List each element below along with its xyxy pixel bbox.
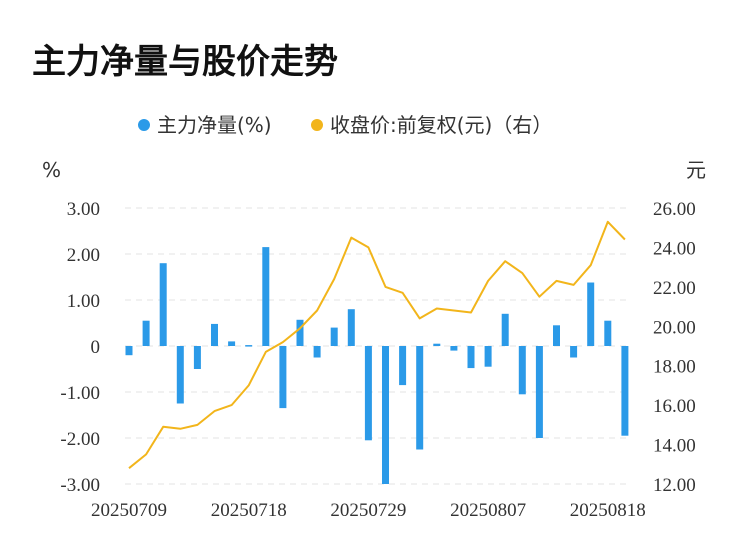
chart-title: 主力净量与股价走势 <box>32 42 338 82</box>
x-tick-label: 20250818 <box>570 500 646 521</box>
left-tick-label: 1.00 <box>67 291 100 312</box>
net-volume-bar <box>159 263 167 346</box>
net-volume-bar <box>518 346 526 395</box>
net-volume-bar <box>313 346 321 358</box>
legend-marker-net-volume <box>138 119 150 131</box>
net-volume-bar <box>279 346 287 409</box>
net-volume-bar <box>211 323 218 346</box>
net-volume-bar <box>604 320 612 346</box>
legend-label-close-price: 收盘价:前复权(元)（右） <box>330 113 552 137</box>
net-volume-bar <box>416 346 424 450</box>
net-volume-bar <box>364 346 372 441</box>
left-tick-label: 3.00 <box>67 199 100 220</box>
left-tick-label: -3.00 <box>60 475 100 496</box>
right-tick-label: 24.00 <box>653 238 696 259</box>
net-volume-bar <box>450 346 458 351</box>
net-volume-bar <box>125 346 133 356</box>
x-tick-label: 20250709 <box>91 500 167 521</box>
net-volume-bar <box>535 346 543 438</box>
net-volume-bar <box>347 309 355 346</box>
right-tick-label: 22.00 <box>653 278 696 299</box>
net-volume-bar <box>245 345 253 347</box>
close-price-line <box>128 220 626 469</box>
left-tick-label: 2.00 <box>67 245 100 266</box>
right-tick-label: 16.00 <box>653 396 696 417</box>
net-volume-bar <box>193 346 201 369</box>
left-tick-label: -1.00 <box>60 383 100 404</box>
left-axis-unit: % <box>42 158 61 182</box>
net-volume-bar <box>330 327 338 346</box>
right-tick-label: 12.00 <box>653 475 696 496</box>
net-volume-bar <box>262 247 270 346</box>
x-tick-label: 20250807 <box>450 500 526 521</box>
legend-marker-close-price <box>311 119 323 131</box>
net-volume-bar <box>570 346 578 358</box>
legend-label-net-volume: 主力净量(%) <box>157 113 272 137</box>
x-tick-label: 20250729 <box>330 500 406 521</box>
left-tick-label: -2.00 <box>60 429 100 450</box>
net-volume-bar <box>176 346 184 404</box>
right-tick-label: 26.00 <box>653 199 696 220</box>
net-volume-bar <box>228 341 236 346</box>
net-volume-bar <box>433 343 441 346</box>
net-volume-bar <box>484 346 492 367</box>
left-tick-label: 0 <box>91 337 101 358</box>
net-volume-bar <box>587 282 595 346</box>
net-volume-bar <box>553 325 560 346</box>
net-volume-bar <box>467 346 475 369</box>
right-tick-label: 14.00 <box>653 436 696 457</box>
net-volume-bar <box>296 319 304 346</box>
right-tick-label: 18.00 <box>653 357 696 378</box>
net-volume-bar <box>399 346 407 386</box>
x-tick-label: 20250718 <box>211 500 287 521</box>
right-tick-label: 20.00 <box>653 317 696 338</box>
net-volume-bar <box>382 346 389 484</box>
right-axis-unit: 元 <box>686 158 706 182</box>
net-volume-bar <box>142 320 150 346</box>
net-volume-bar <box>621 346 629 436</box>
net-volume-bar <box>501 313 509 346</box>
